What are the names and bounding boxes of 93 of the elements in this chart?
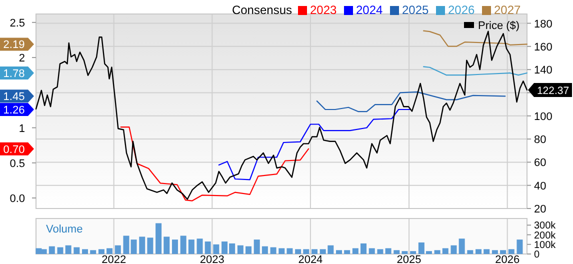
data-label: 122.37 xyxy=(536,84,570,97)
x-tick-label: 2024 xyxy=(298,254,323,264)
x-tick-label: 2023 xyxy=(200,254,224,264)
legend-label: 2026 xyxy=(448,3,476,17)
line-series xyxy=(120,126,310,202)
y-tick-label: 300k xyxy=(534,220,557,232)
bar xyxy=(139,236,146,254)
bar xyxy=(402,251,408,254)
bar xyxy=(385,248,392,254)
line-series xyxy=(423,66,528,76)
bar xyxy=(508,249,514,254)
bar xyxy=(410,251,416,254)
y-tick-label: 0.5 xyxy=(10,158,25,170)
y-tick-label: 0 xyxy=(534,250,540,260)
bar xyxy=(188,240,194,254)
bar xyxy=(172,240,178,254)
bar xyxy=(516,240,523,254)
bar xyxy=(114,245,121,254)
bar xyxy=(262,246,268,254)
bar xyxy=(106,248,113,254)
bar xyxy=(458,238,465,254)
bar xyxy=(90,250,96,254)
bar xyxy=(237,245,244,254)
bar xyxy=(196,238,203,254)
line-series xyxy=(316,91,506,112)
bar xyxy=(98,249,104,254)
text: 1.26 xyxy=(3,104,25,116)
bar xyxy=(254,240,260,254)
bar xyxy=(48,246,55,254)
y2-tick-label: 180 xyxy=(534,18,552,30)
text: 1.78 xyxy=(3,68,25,80)
legend-label: 2023 xyxy=(310,3,338,17)
bar xyxy=(360,243,367,254)
y2-tick-label: 20 xyxy=(534,204,546,216)
bar xyxy=(311,249,318,254)
bar xyxy=(344,250,350,254)
y-tick-label: 2 xyxy=(18,52,25,65)
y-tick-label: 100k xyxy=(534,240,557,251)
y2-tick-label: 40 xyxy=(534,180,546,192)
bar xyxy=(278,248,285,254)
y-tick-label: 1 xyxy=(18,122,25,135)
line-series xyxy=(218,108,411,180)
x-tick-label: 2025 xyxy=(396,254,422,264)
legend-label: 2027 xyxy=(494,3,522,17)
y2-tick-label: 140 xyxy=(534,64,552,77)
bar xyxy=(246,246,252,254)
bar xyxy=(336,250,342,254)
bar xyxy=(500,250,506,254)
text: 0.70 xyxy=(3,144,25,156)
bar xyxy=(74,247,80,254)
bar xyxy=(434,250,440,254)
x-tick-label: 2026 xyxy=(495,254,520,264)
bar xyxy=(484,249,490,254)
bar xyxy=(147,238,154,254)
text: 1.45 xyxy=(3,91,25,104)
bar xyxy=(57,247,64,254)
bar xyxy=(303,249,310,254)
bar xyxy=(130,240,137,254)
legend-title: Consensus xyxy=(232,3,292,17)
legend-label: Price ($) xyxy=(478,20,520,32)
bar xyxy=(123,236,130,254)
y2-tick-label: 80 xyxy=(534,134,546,146)
bar xyxy=(82,249,88,254)
y2-tick-label: 100 xyxy=(534,110,552,123)
bar xyxy=(295,249,302,254)
y-tick-label: 2.5 xyxy=(10,17,25,30)
chart-title: Volume xyxy=(46,224,83,236)
bar xyxy=(164,236,170,254)
x-tick-label: 2022 xyxy=(102,254,126,264)
bar xyxy=(213,244,220,254)
bar xyxy=(270,247,276,254)
legend-label: 2025 xyxy=(402,3,430,17)
y2-tick-label: 160 xyxy=(534,41,552,54)
bar xyxy=(180,236,186,254)
bar xyxy=(65,245,72,254)
bar xyxy=(450,245,457,254)
bar xyxy=(352,248,358,254)
y2-tick-label: 60 xyxy=(534,157,546,170)
bar xyxy=(467,250,474,254)
text: 2.19 xyxy=(3,39,25,52)
bar xyxy=(394,250,400,254)
bar xyxy=(492,250,498,254)
y-tick-label: 200k xyxy=(534,230,557,242)
bar xyxy=(204,241,211,254)
bar xyxy=(377,249,384,254)
bar xyxy=(286,248,293,254)
legend-label: 2024 xyxy=(356,3,384,17)
bar xyxy=(156,223,162,254)
line-series xyxy=(423,30,528,47)
bar xyxy=(476,249,482,254)
bar xyxy=(368,248,375,254)
y-tick-label: 0.0 xyxy=(10,192,25,205)
bar xyxy=(442,248,448,254)
